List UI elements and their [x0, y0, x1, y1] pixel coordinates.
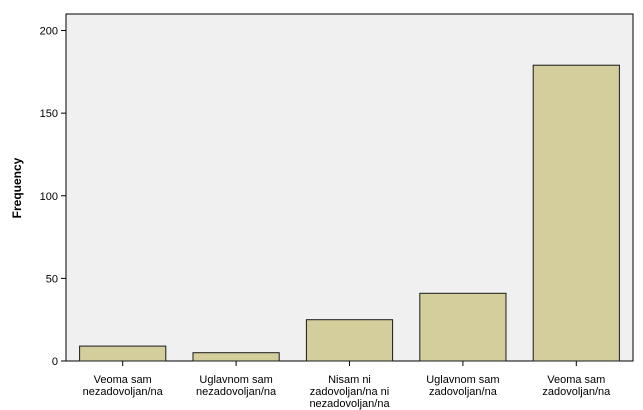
bar-4: [419, 292, 507, 362]
y-tick-label: 200: [40, 26, 58, 38]
bar-1: [79, 345, 167, 362]
bar-3: [305, 319, 394, 362]
y-tick-label: 0: [52, 356, 58, 368]
y-tick-label: 150: [40, 108, 58, 120]
y-tick-label: 100: [40, 191, 58, 203]
bar-2: [192, 352, 280, 362]
x-category-label: Uglavnom sam nezadovoljan/na: [196, 374, 277, 398]
x-category-label: Nisam ni zadovoljan/na ni nezadovoljan/na: [309, 374, 390, 410]
x-category-label: Veoma sam zadovoljan/na: [542, 374, 611, 398]
y-tick-label: 50: [46, 273, 58, 285]
y-axis-title: Frequency: [10, 157, 24, 218]
x-category-label: Uglavnom sam zadovoljan/na: [426, 374, 499, 398]
x-category-label: Veoma sam nezadovoljan/na: [83, 374, 164, 398]
bar-5: [532, 64, 620, 362]
